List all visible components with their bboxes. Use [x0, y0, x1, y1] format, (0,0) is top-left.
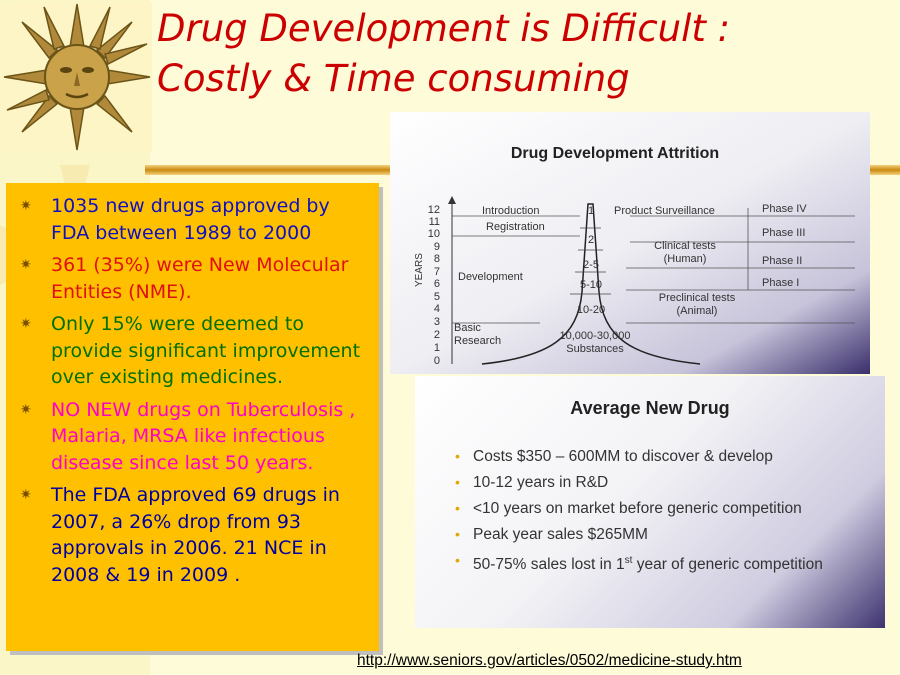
bullet-item: ✷ NO NEW drugs on Tuberculosis , Malaria,…: [20, 398, 356, 474]
phase-ii: Phase II: [762, 255, 802, 267]
average-new-drug-list: • Costs $350 – 600MM to discover & develo…: [453, 446, 873, 580]
year-tick: 4: [434, 303, 440, 315]
activity-preclinical-tests: Preclinical tests (Animal): [658, 292, 736, 317]
year-tick: 1: [434, 342, 440, 354]
count-5-10: 5-10: [580, 279, 602, 291]
funnel-curve: [481, 203, 701, 365]
year-tick: 6: [434, 278, 440, 290]
sun-face-logo: [2, 2, 152, 152]
avg-drug-item: • 50-75% sales lost in 1st year of generi…: [453, 550, 873, 576]
avg-drug-item: • <10 years on market before generic comp…: [453, 498, 873, 520]
average-new-drug-title: Average New Drug: [570, 398, 730, 418]
title-line-1: Drug Development is Difficult :: [157, 7, 731, 50]
count-10-20: 10-20: [577, 304, 605, 316]
star-bullet-icon: ✷: [20, 257, 32, 273]
year-tick: 0: [434, 355, 440, 367]
bullet-list: ✷ 1035 new drugs approved by FDA between …: [18, 193, 371, 588]
star-bullet-icon: ✷: [20, 401, 32, 418]
year-tick: 12: [428, 204, 440, 216]
stage-introduction: Introduction: [482, 205, 539, 217]
bullet-item: ✷ The FDA approved 69 drugs in 2007, a 26…: [20, 484, 340, 586]
bullet-item: ✷ Only 15% were deemed to provide signifi…: [20, 313, 361, 388]
activity-clinical-tests: Clinical tests (Human): [654, 240, 716, 265]
activity-product-surveillance: Product Surveillance: [614, 205, 715, 217]
stage-registration: Registration: [486, 221, 545, 233]
phase-iv: Phase IV: [762, 203, 807, 215]
count-substances: 10,000-30,000 Substances: [559, 330, 631, 355]
bullet-box: ✷ 1035 new drugs approved by FDA between …: [6, 183, 379, 651]
star-bullet-icon: ✷: [20, 316, 32, 332]
stage-basic-research: Basic Research: [454, 322, 502, 347]
phase-iii: Phase III: [762, 227, 805, 239]
year-tick: 2: [434, 329, 440, 341]
bullet-dot-icon: •: [455, 500, 460, 516]
year-tick: 3: [434, 316, 440, 328]
attrition-diagram: Drug Development Attrition YEARS 12 11 1…: [390, 112, 870, 374]
avg-drug-item: • Peak year sales $265MM: [453, 524, 873, 546]
source-link[interactable]: http://www.seniors.gov/articles/0502/med…: [357, 652, 742, 669]
title-line-2: Costly & Time consuming: [157, 57, 630, 100]
bullet-dot-icon: •: [455, 448, 460, 464]
year-tick: 5: [434, 291, 440, 303]
count-2: 2: [588, 234, 594, 246]
year-tick: 9: [434, 241, 440, 253]
bullet-item: ✷ 1035 new drugs approved by FDA between …: [20, 195, 330, 244]
diagram-background: [390, 112, 870, 374]
year-tick: 8: [434, 253, 440, 265]
slide-title: Drug Development is Difficult : Costly &…: [157, 4, 730, 104]
avg-drug-item: • 10-12 years in R&D: [453, 472, 873, 494]
star-bullet-icon: ✷: [20, 487, 32, 503]
star-bullet-icon: ✷: [20, 198, 32, 214]
year-tick: 10: [428, 228, 440, 240]
bullet-dot-icon: •: [455, 552, 460, 568]
year-tick: 11: [429, 216, 440, 228]
bullet-dot-icon: •: [455, 526, 460, 542]
phase-i: Phase I: [762, 277, 799, 289]
attrition-title: Drug Development Attrition: [511, 145, 719, 162]
count-2-5: 2-5: [583, 259, 599, 271]
year-tick: 7: [434, 266, 440, 278]
count-1: 1: [588, 205, 594, 217]
bullet-item: ✷ 361 (35%) were New Molecular Entities (…: [20, 254, 349, 303]
bullet-dot-icon: •: [455, 474, 460, 490]
avg-drug-item: • Costs $350 – 600MM to discover & develo…: [453, 446, 873, 468]
stage-development: Development: [458, 271, 523, 283]
average-new-drug-panel: Average New Drug • Costs $350 – 600MM to …: [415, 376, 885, 628]
years-axis-label: YEARS: [414, 253, 425, 287]
